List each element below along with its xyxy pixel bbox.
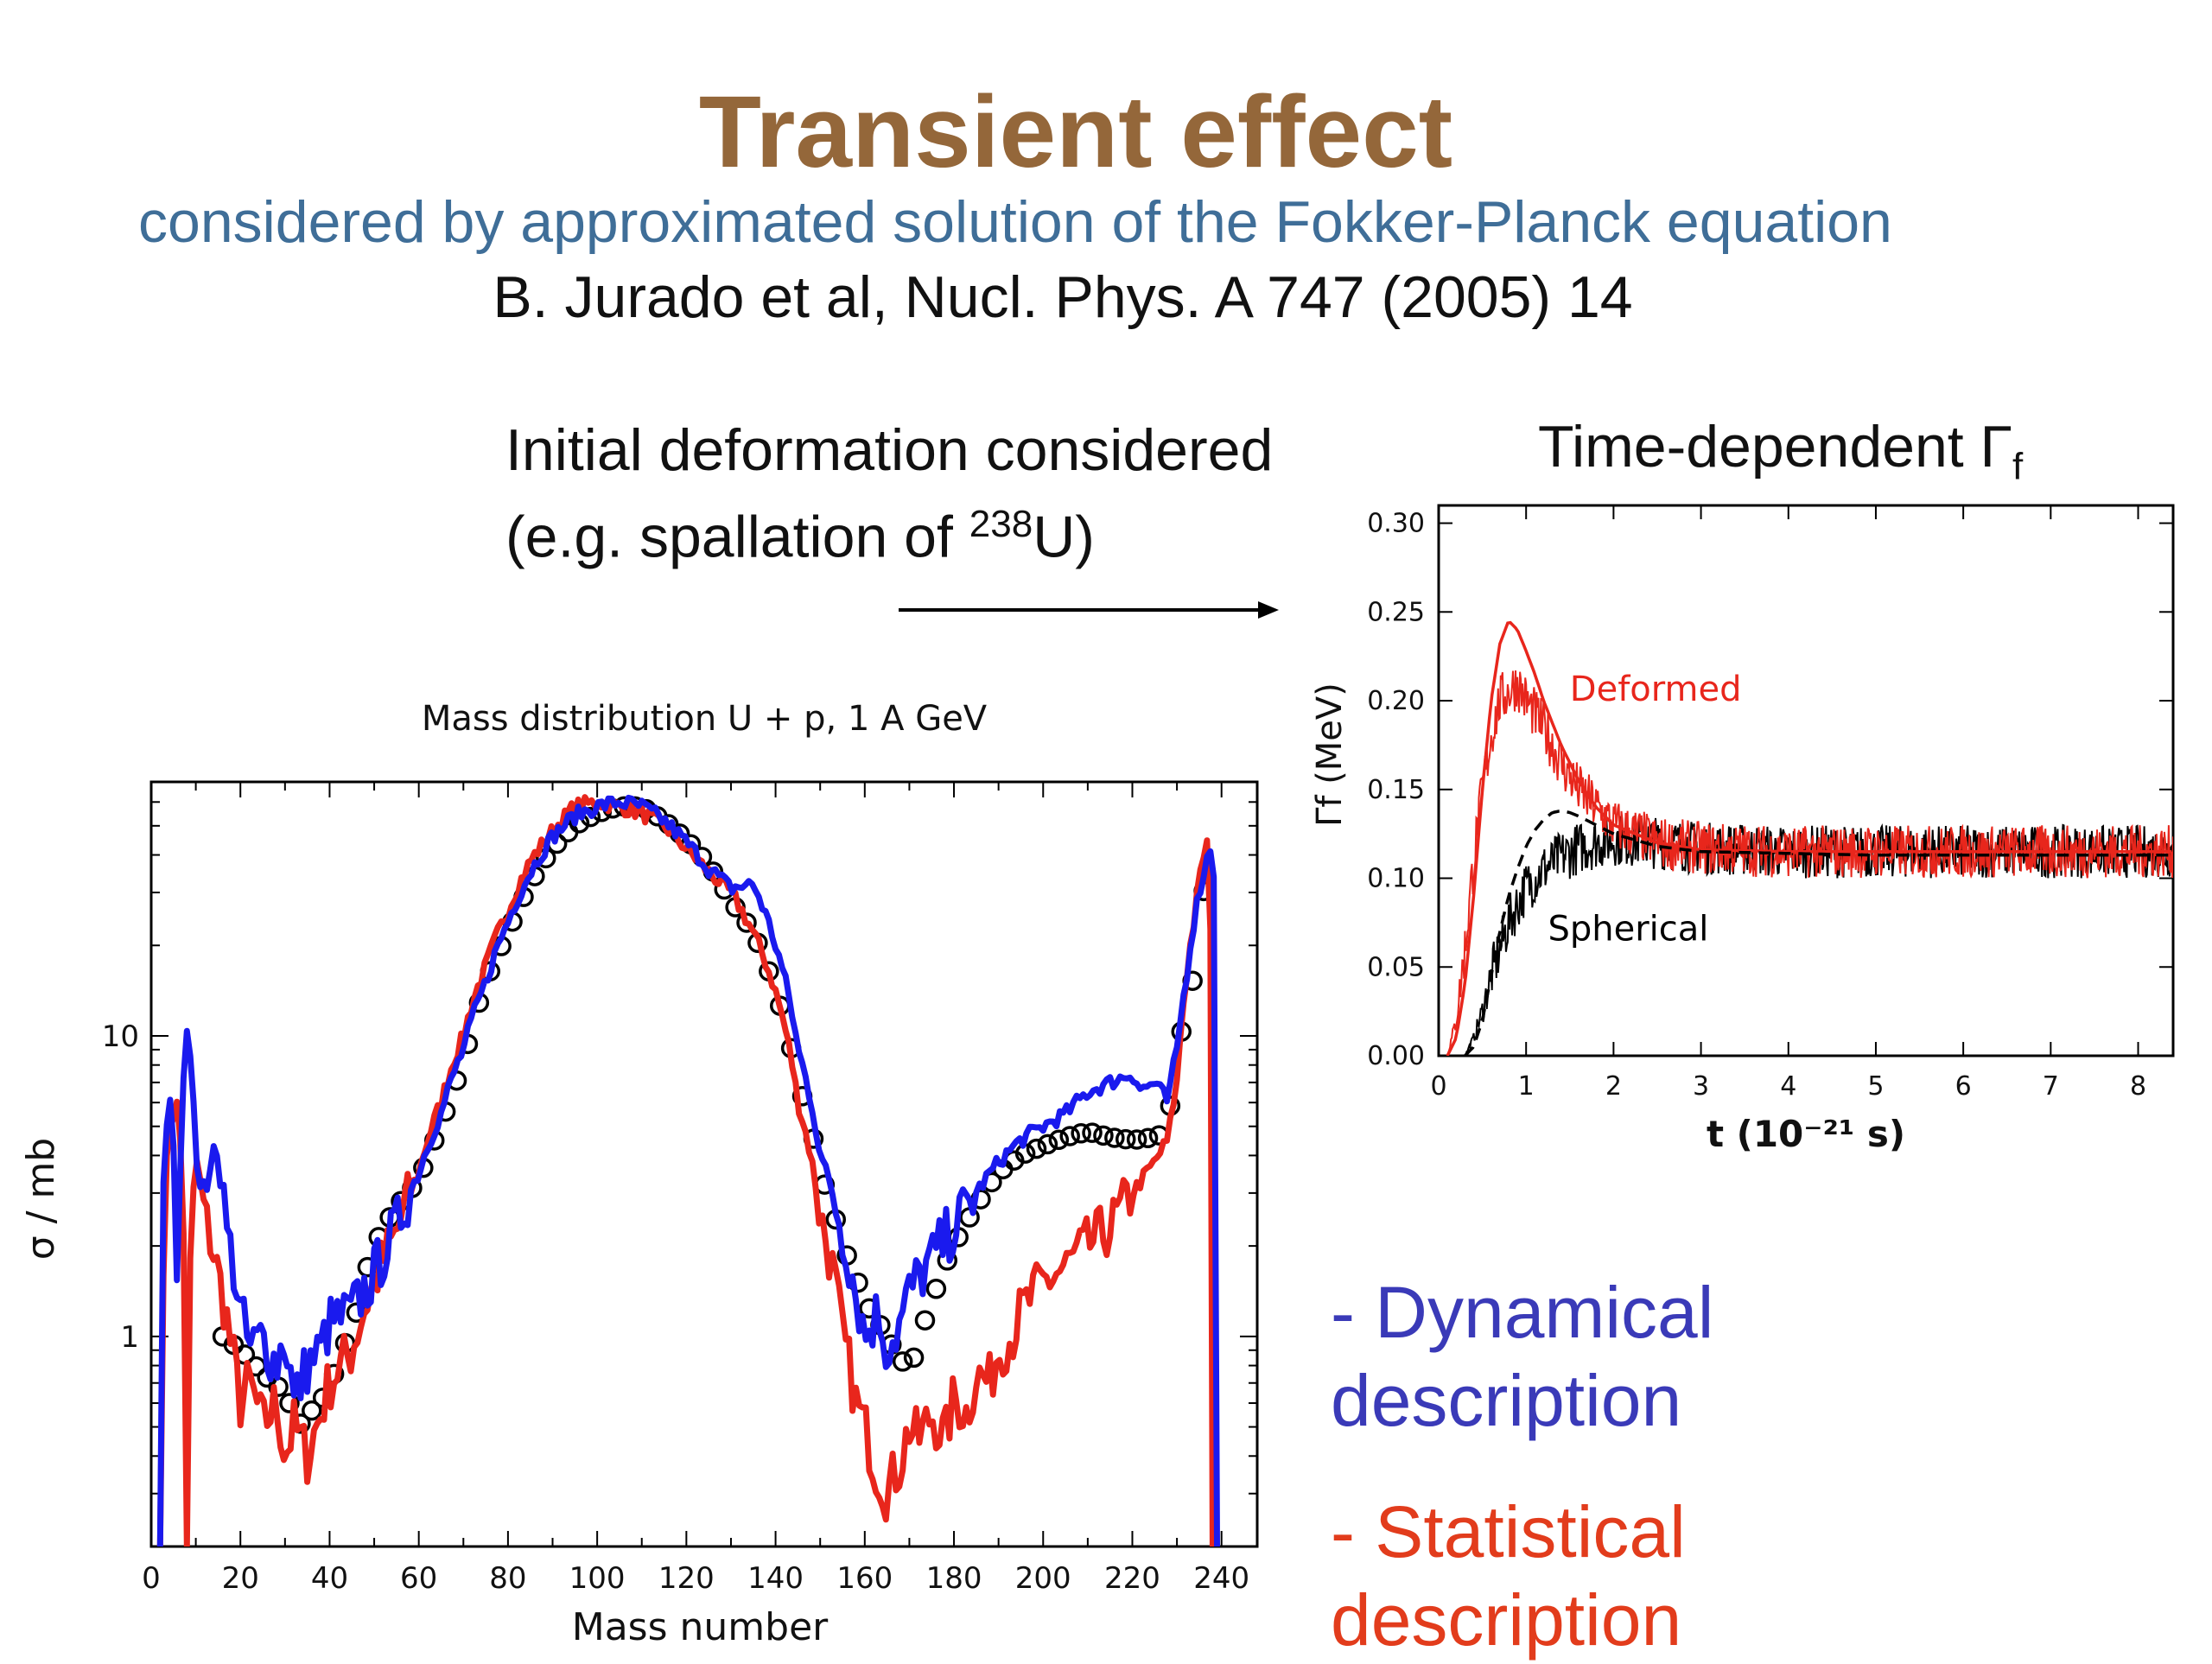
data-point	[1059, 1126, 1080, 1146]
legend-statistical-line2: description	[1331, 1579, 1682, 1661]
mass-distribution-chart: Mass distribution U + p, 1 A GeV 0 20 40 60 8…	[19, 699, 1259, 1649]
y-tick-label: 0.00	[1367, 1041, 1425, 1071]
x-tick-label: 180	[926, 1561, 982, 1596]
x-tick-label: 240	[1193, 1561, 1249, 1596]
annotation-deformed: Deformed	[1570, 670, 1742, 709]
gamma-time-chart: 0 1 2 3 4 5 6 7 8 0.00 0.05 0.10 0.15 0.20 0.25 0.30 t (…	[1310, 504, 2175, 1155]
data-point	[1093, 1125, 1114, 1146]
y-tick-label: 1	[120, 1320, 139, 1355]
slide-title: Transient effect	[698, 75, 1453, 189]
y-tick-label: 0.10	[1367, 864, 1425, 894]
deformation-note: Initial deformation considered (e.g. spa…	[505, 413, 1273, 575]
data-point	[1115, 1128, 1136, 1150]
x-axis-label: t (10⁻²¹ s)	[1707, 1113, 1905, 1155]
mass-plot-area	[156, 794, 1220, 1547]
mass-plot-frame	[149, 780, 1259, 1548]
x-tick-label: 220	[1104, 1561, 1160, 1596]
note-sup: 238	[969, 503, 1033, 545]
reference: B. Jurado et al, Nucl. Phys. A 747 (2005…	[493, 264, 1633, 330]
data-point	[903, 1347, 925, 1369]
x-tick-label: 200	[1015, 1561, 1071, 1596]
data-point	[914, 1310, 936, 1331]
gamma-plot-area	[1446, 620, 2173, 1056]
legend-statistical-line1: - Statistical	[1331, 1491, 1686, 1572]
x-tick-label: 2	[1605, 1071, 1622, 1102]
x-tick-label: 1	[1518, 1071, 1535, 1102]
x-tick-label: 160	[836, 1561, 893, 1596]
x-tick-label: 4	[1780, 1071, 1796, 1102]
x-tick-label: 60	[400, 1561, 437, 1596]
x-tick-label: 140	[747, 1561, 804, 1596]
x-tick-label: 0	[142, 1561, 161, 1596]
gamma-title-text: Time-dependent Γ	[1538, 414, 2013, 480]
x-tick-label: 7	[2043, 1071, 2059, 1102]
data-point	[1048, 1129, 1070, 1151]
data-point	[1026, 1138, 1047, 1159]
y-tick-label: 0.20	[1367, 686, 1425, 716]
data-point	[1104, 1127, 1125, 1148]
gamma-chart-title: Time-dependent Γf	[1538, 413, 2023, 489]
data-point	[1082, 1122, 1103, 1143]
x-tick-label: 0	[1430, 1071, 1446, 1102]
y-tick-label: 0.05	[1367, 952, 1425, 982]
data-point	[736, 912, 757, 933]
note-line-1: Initial deformation considered	[505, 417, 1274, 483]
note-pre: (e.g. spallation of	[505, 504, 969, 570]
legend-statistical: - Statistical description	[1331, 1488, 1686, 1664]
data-point	[1037, 1134, 1058, 1155]
x-tick-label: 6	[1955, 1071, 1972, 1102]
gamma-title-sub: f	[2012, 445, 2024, 488]
dynamical-series-line	[156, 794, 1220, 1547]
statistical-series-line	[156, 794, 1216, 1547]
x-tick-label: 20	[222, 1561, 259, 1596]
legend-dynamical-line2: description	[1331, 1360, 1682, 1441]
data-point	[302, 1400, 322, 1421]
y-tick-label: 0.25	[1367, 597, 1425, 627]
x-tick-label: 8	[2130, 1071, 2146, 1102]
data-point	[925, 1279, 947, 1299]
x-tick-label: 3	[1693, 1071, 1709, 1102]
data-point	[1126, 1129, 1147, 1150]
gamma-plot-frame	[1437, 504, 2175, 1057]
y-axis-label: σ / mb	[19, 1138, 63, 1260]
annotation-spherical: Spherical	[1548, 909, 1708, 949]
note-line-2: (e.g. spallation of 238U)	[505, 487, 1273, 575]
deformed-noisy-series-line	[1446, 670, 2173, 1056]
x-axis-label: Mass number	[572, 1605, 829, 1649]
y-tick-label: 0.15	[1367, 775, 1425, 805]
data-point	[1071, 1123, 1091, 1144]
data-point	[892, 1351, 913, 1372]
x-tick-label: 40	[311, 1561, 348, 1596]
deformed-smooth-series-line	[1446, 620, 2171, 1056]
data-point	[1137, 1127, 1159, 1149]
legend-dynamical: - Dynamical description	[1331, 1268, 1713, 1445]
slide-subtitle: considered by approximated solution of t…	[138, 189, 1892, 255]
y-axis-label: Γf (MeV)	[1310, 683, 1350, 827]
x-tick-label: 120	[658, 1561, 715, 1596]
x-tick-label: 5	[1867, 1071, 1884, 1102]
mass-chart-title: Mass distribution U + p, 1 A GeV	[422, 699, 988, 739]
y-tick-label: 10	[102, 1019, 139, 1054]
y-tick-label: 0.30	[1367, 509, 1425, 539]
note-post: U)	[1033, 504, 1095, 570]
x-tick-label: 80	[489, 1561, 526, 1596]
x-tick-label: 100	[569, 1561, 626, 1596]
arrow-icon	[899, 601, 1279, 619]
data-point	[279, 1393, 300, 1413]
legend-dynamical-line1: - Dynamical	[1331, 1272, 1714, 1353]
